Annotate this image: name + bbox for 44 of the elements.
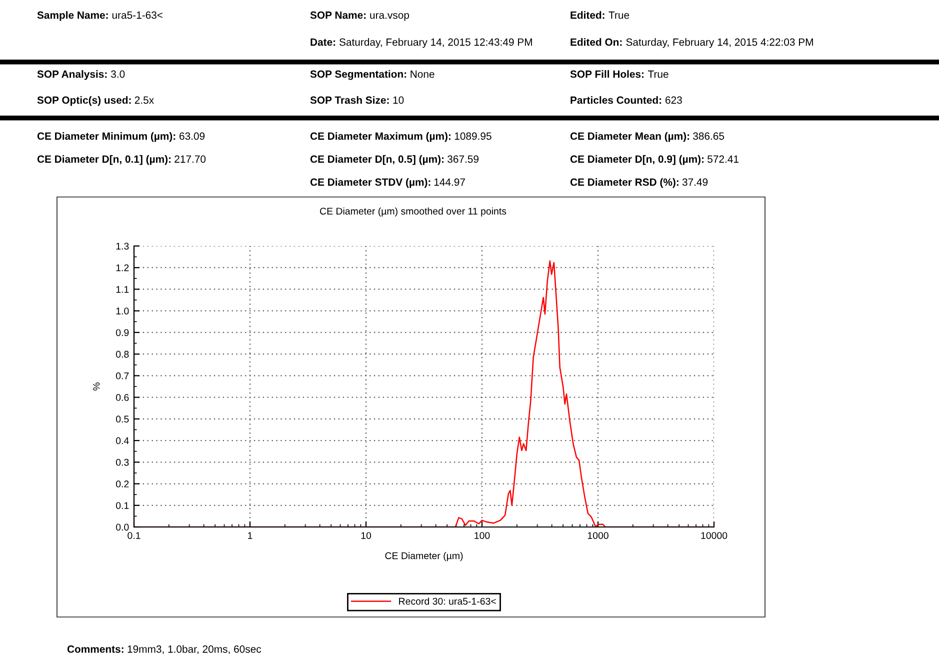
text: CE Diameter Mean (µm): 386.65: [570, 132, 724, 142]
text: CE Diameter STDV (µm): 144.97: [310, 178, 465, 188]
text: CE Diameter Minimum (µm): 63.09: [37, 132, 205, 142]
text: SOP Segmentation: None: [310, 70, 434, 80]
text: Comments: 19mm3, 1.0bar, 20ms, 60sec: [67, 645, 262, 654]
y-tick-label: 1.2: [116, 264, 129, 272]
y-tick-label: 0.9: [116, 329, 129, 336]
y-tick-label: 0.5: [116, 416, 129, 423]
text: Edited On: Saturday, February 14, 2015 4:22:03 PM: [570, 38, 813, 48]
chart-title: CE Diameter (µm) smoothed over 11 points: [320, 207, 506, 217]
text: CE Diameter D[n, 0.9] (µm): 572.41: [570, 155, 738, 165]
x-tick-label: 10: [361, 532, 372, 539]
text: CE Diameter Maximum (µm): 1089.95: [310, 132, 492, 142]
text: Date: Saturday, February 14, 2015 12:43:49 PM: [310, 38, 532, 48]
x-tick-label: 100: [474, 532, 490, 539]
y-tick-label: 0.2: [116, 480, 129, 488]
text: Particles Counted: 623: [570, 96, 682, 104]
text: CE Diameter D[n, 0.1] (µm): 217.70: [37, 155, 206, 165]
text: Sample Name: ura5-1-63<: [37, 11, 162, 21]
y-tick-label: 0.3: [116, 458, 129, 466]
x-tick-label: 1: [248, 532, 252, 539]
text: CE Diameter RSD (%): 37.49: [570, 178, 708, 188]
x-tick-label: 1000: [588, 532, 608, 539]
y-tick-label: 0.6: [116, 394, 129, 401]
x-tick-label: 0.1: [128, 532, 140, 539]
legend-label: Record 30: ura5-1-63<: [399, 598, 496, 605]
y-tick-label: 0.1: [116, 502, 129, 510]
y-tick-label: 0.4: [116, 437, 129, 444]
text: SOP Trash Size: 10: [310, 96, 404, 104]
x-axis-title: CE Diameter (µm): [385, 552, 463, 562]
y-tick-label: 0.7: [116, 372, 129, 380]
text: SOP Analysis: 3.0: [37, 70, 125, 80]
y-tick-label: 1.0: [116, 308, 129, 314]
text: Edited: True: [570, 11, 630, 19]
y-tick-label: 0.0: [116, 524, 129, 531]
y-tick-label: 0.8: [116, 350, 129, 358]
y-axis-title: %: [92, 382, 100, 390]
text: SOP Name: ura.vsop: [310, 11, 410, 21]
text: CE Diameter D[n, 0.5] (µm): 367.59: [310, 155, 478, 165]
y-tick-label: 1.3: [116, 242, 129, 250]
x-tick-label: 10000: [701, 532, 728, 539]
text: SOP Optic(s) used: 2.5x: [37, 96, 154, 106]
text: SOP Fill Holes: True: [570, 70, 668, 78]
y-tick-label: 1.1: [116, 286, 129, 293]
